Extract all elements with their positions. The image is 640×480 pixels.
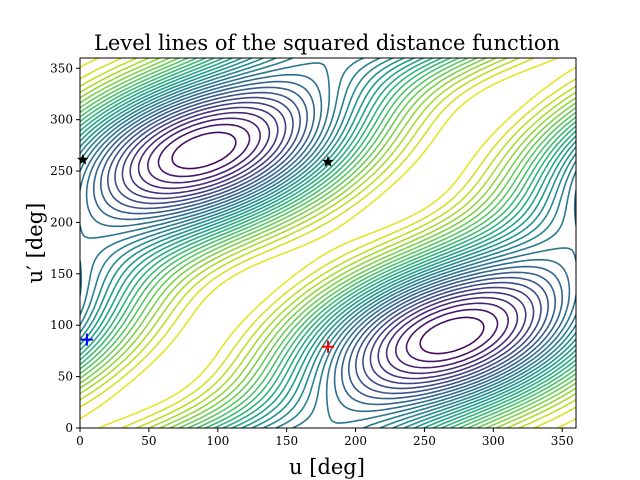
contour-level: [80, 62, 576, 424]
contour-level: [80, 58, 576, 428]
x-tick-label: 300: [482, 434, 505, 448]
contour-level: [80, 58, 576, 428]
contour-level: [85, 73, 571, 413]
markers: [77, 153, 334, 353]
y-tick-label: 250: [50, 164, 73, 178]
contour-level: [93, 80, 563, 406]
red-plus-marker: [322, 340, 334, 353]
black-star-2-marker: [77, 153, 89, 165]
x-axis-label: u [deg]: [289, 455, 365, 479]
contour-level: [107, 91, 549, 395]
x-tick-label: 0: [76, 434, 84, 448]
x-tick-label: 50: [141, 434, 156, 448]
y-axis-label: u′ [deg]: [23, 203, 47, 284]
y-tick-label: 150: [50, 267, 73, 281]
contour-level: [157, 123, 499, 363]
contour-level: [137, 111, 519, 375]
contour-level: [80, 58, 576, 428]
contour-level: [100, 86, 556, 400]
x-tick-label: 250: [413, 434, 436, 448]
blue-plus-marker: [80, 333, 93, 346]
y-tick-label: 0: [65, 421, 73, 435]
x-axis: 0 50 100 150 200 250 300 350: [76, 428, 574, 448]
x-tick-label: 200: [344, 434, 367, 448]
y-tick-label: 50: [58, 370, 73, 384]
y-tick-label: 200: [50, 215, 73, 229]
y-axis: 0 50 100 150 200 250 300 350: [50, 61, 80, 435]
y-tick-label: 100: [50, 318, 73, 332]
contour-level: [80, 58, 576, 428]
contour-level: [114, 96, 542, 390]
contour-level: [129, 106, 527, 380]
x-tick-label: 350: [551, 434, 574, 448]
chart-title: Level lines of the squared distance func…: [94, 31, 560, 55]
x-tick-label: 150: [275, 434, 298, 448]
black-star-1-marker: [322, 155, 334, 167]
contour-level: [171, 131, 485, 355]
y-tick-label: 350: [50, 61, 73, 75]
contour-level: [147, 117, 509, 369]
contour-level: [80, 58, 576, 428]
contour-level: [80, 58, 576, 428]
plot-frame: [79, 57, 577, 429]
contour-level: [80, 58, 576, 428]
x-tick-label: 100: [206, 434, 229, 448]
contour-level: [80, 58, 576, 428]
contour-level: [121, 101, 535, 385]
contour-lines: [80, 58, 576, 428]
contour-level: [80, 58, 576, 428]
y-tick-label: 300: [50, 113, 73, 127]
